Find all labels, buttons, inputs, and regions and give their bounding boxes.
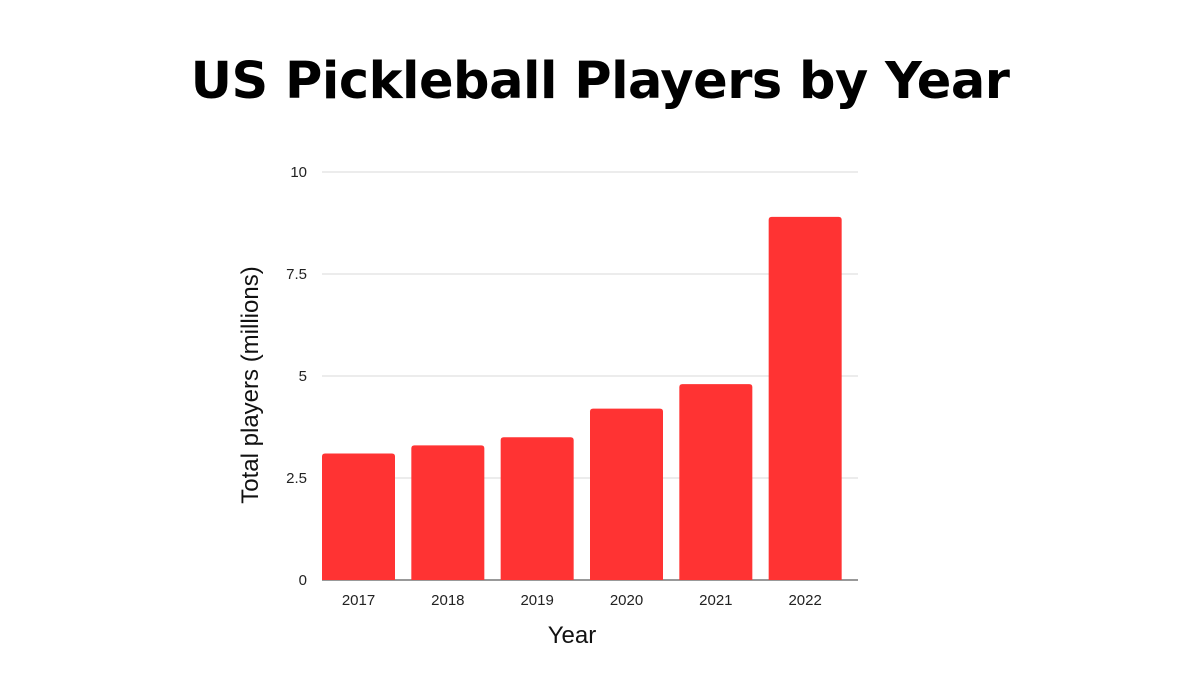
x-axis-ticks: 2017 2018 2019 2020 2021 2022	[342, 592, 822, 609]
bar-2022	[768, 216, 842, 580]
x-tick-label: 2020	[610, 592, 643, 609]
x-tick-label: 2021	[699, 592, 732, 609]
y-tick-label: 2.5	[286, 470, 307, 487]
x-axis-title: Year	[548, 622, 597, 649]
bar-2021	[679, 384, 753, 580]
x-tick-label: 2019	[520, 592, 553, 609]
y-tick-label: 0	[299, 572, 307, 589]
y-tick-label: 10	[290, 164, 307, 181]
chart-title: US Pickleball Players by Year	[190, 52, 1010, 111]
bar-2020	[590, 408, 663, 580]
y-axis-ticks: 0 2.5 5 7.5 10	[286, 164, 307, 589]
bars	[322, 216, 842, 580]
bar-2018	[411, 445, 485, 580]
y-axis-title: Total players (millions)	[237, 266, 264, 503]
x-tick-label: 2022	[788, 592, 821, 609]
x-tick-label: 2018	[431, 592, 464, 609]
x-tick-label: 2017	[342, 592, 375, 609]
y-tick-label: 5	[299, 368, 307, 385]
y-tick-label: 7.5	[286, 266, 307, 283]
bar-2019	[500, 437, 574, 580]
bar-2017	[322, 453, 395, 580]
